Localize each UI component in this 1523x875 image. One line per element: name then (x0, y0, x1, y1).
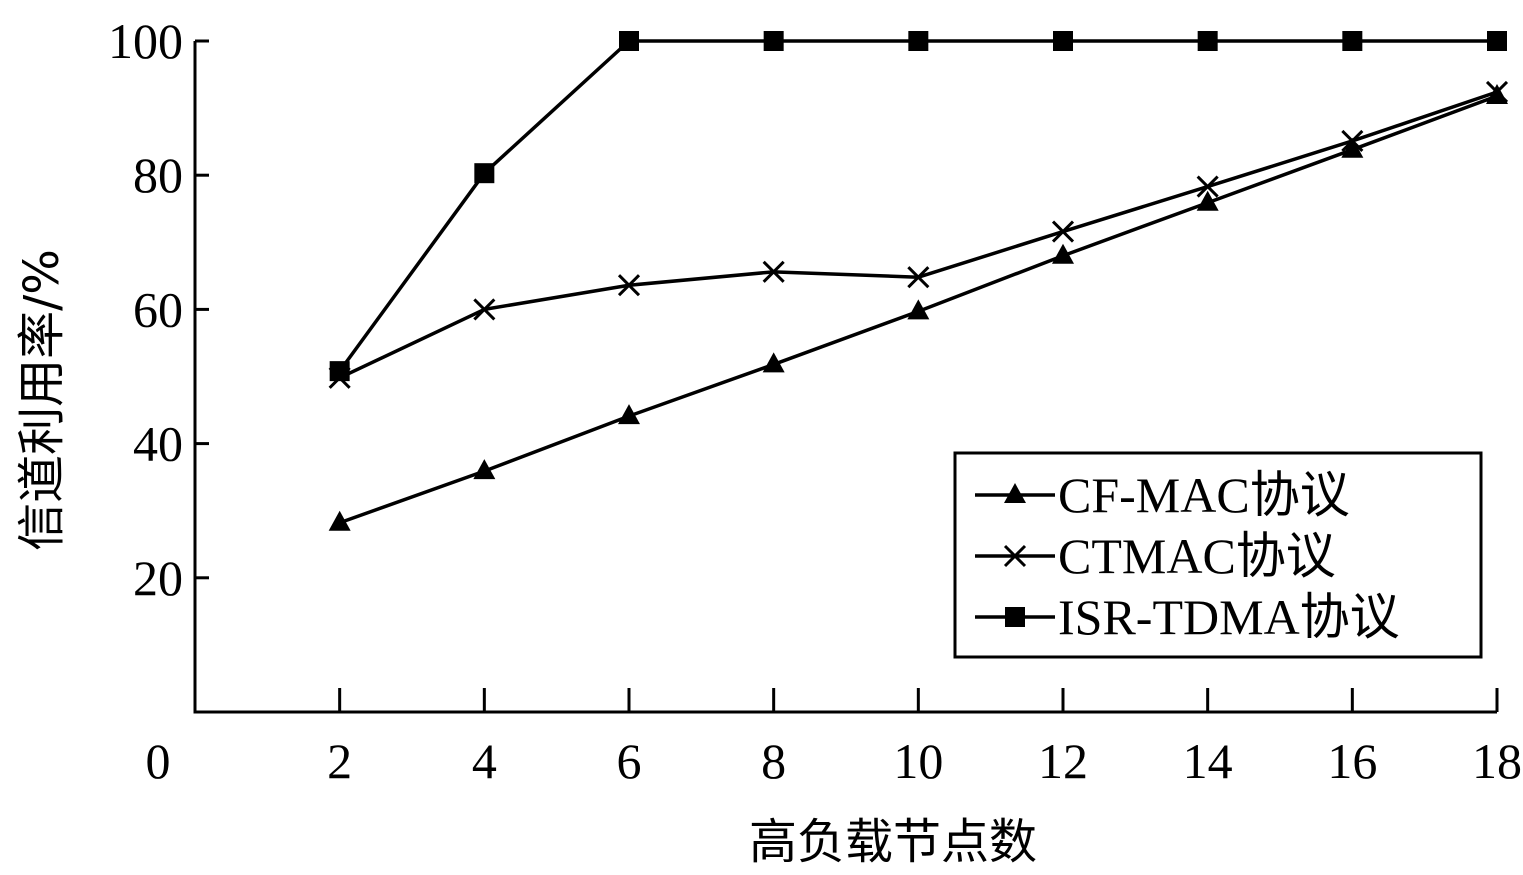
series-line (338, 90, 1498, 380)
data-point (762, 352, 785, 373)
marker-stroke (473, 298, 496, 321)
data-point (1051, 220, 1075, 243)
data-point (1196, 175, 1219, 198)
legend-marker (1003, 544, 1027, 568)
marker-stroke (617, 274, 641, 297)
x-tick-label: 6 (617, 733, 642, 789)
x-tick-label: 8 (761, 733, 786, 789)
legend-label: CF-MAC协议 (1058, 467, 1350, 523)
legend-label: CTMAC协议 (1058, 528, 1336, 584)
marker-stroke (1196, 175, 1219, 198)
data-point (619, 31, 639, 51)
data-point (1197, 31, 1218, 51)
data-point (329, 361, 350, 382)
legend-item: ISR-TDMA协议 (975, 589, 1400, 645)
x-tick-label: 16 (1327, 733, 1377, 789)
y-tick-label: 60 (133, 281, 183, 337)
marker-stroke (1485, 80, 1509, 104)
y-tick-label: 80 (133, 147, 183, 203)
data-point (907, 266, 930, 289)
plot-area (328, 31, 1509, 531)
data-point (908, 31, 929, 51)
axes: 20 40 60 80 100 0 2 4 6 8 10 12 14 16 18 (108, 13, 1522, 789)
x-tick-label: 12 (1038, 733, 1088, 789)
data-point (473, 298, 496, 321)
legend-marker (1005, 607, 1025, 627)
data-point (763, 31, 784, 51)
x-tick-label: 4 (472, 733, 497, 789)
data-point (474, 163, 495, 184)
data-point (328, 510, 351, 531)
data-point (473, 459, 496, 480)
data-point (1053, 31, 1073, 51)
data-point (907, 299, 930, 320)
data-point (1342, 31, 1363, 51)
y-axis-title: 信道利用率/% (14, 249, 70, 551)
y-tick-label: 40 (133, 416, 183, 472)
marker-stroke (907, 266, 930, 289)
data-point (618, 404, 640, 425)
data-point (1487, 31, 1507, 51)
x-tick-label: 0 (146, 733, 171, 789)
y-tick-label: 100 (108, 13, 183, 69)
series-square (329, 31, 1507, 382)
data-point (1341, 129, 1364, 153)
y-tick-label: 20 (133, 550, 183, 606)
data-point (1341, 137, 1364, 158)
series-line (338, 39, 1497, 373)
x-tick-label: 14 (1183, 733, 1233, 789)
marker-stroke (1341, 129, 1364, 153)
x-tick-label: 2 (327, 733, 352, 789)
legend-marker (1004, 483, 1026, 503)
legend-item: CF-MAC协议 (975, 467, 1350, 523)
legend-label: ISR-TDMA协议 (1058, 589, 1400, 645)
x-axis-title: 高负载节点数 (749, 814, 1037, 870)
data-point (762, 260, 785, 283)
data-point (1052, 243, 1074, 264)
marker-stroke (1003, 544, 1027, 568)
data-point (1485, 80, 1509, 104)
data-point (617, 274, 641, 297)
marker-stroke (1051, 220, 1075, 243)
marker-stroke (762, 260, 785, 283)
data-point (1196, 190, 1219, 211)
series-x (328, 80, 1509, 389)
x-tick-label: 10 (893, 733, 943, 789)
legend-item: CTMAC协议 (975, 528, 1336, 584)
x-tick-label: 18 (1472, 733, 1522, 789)
